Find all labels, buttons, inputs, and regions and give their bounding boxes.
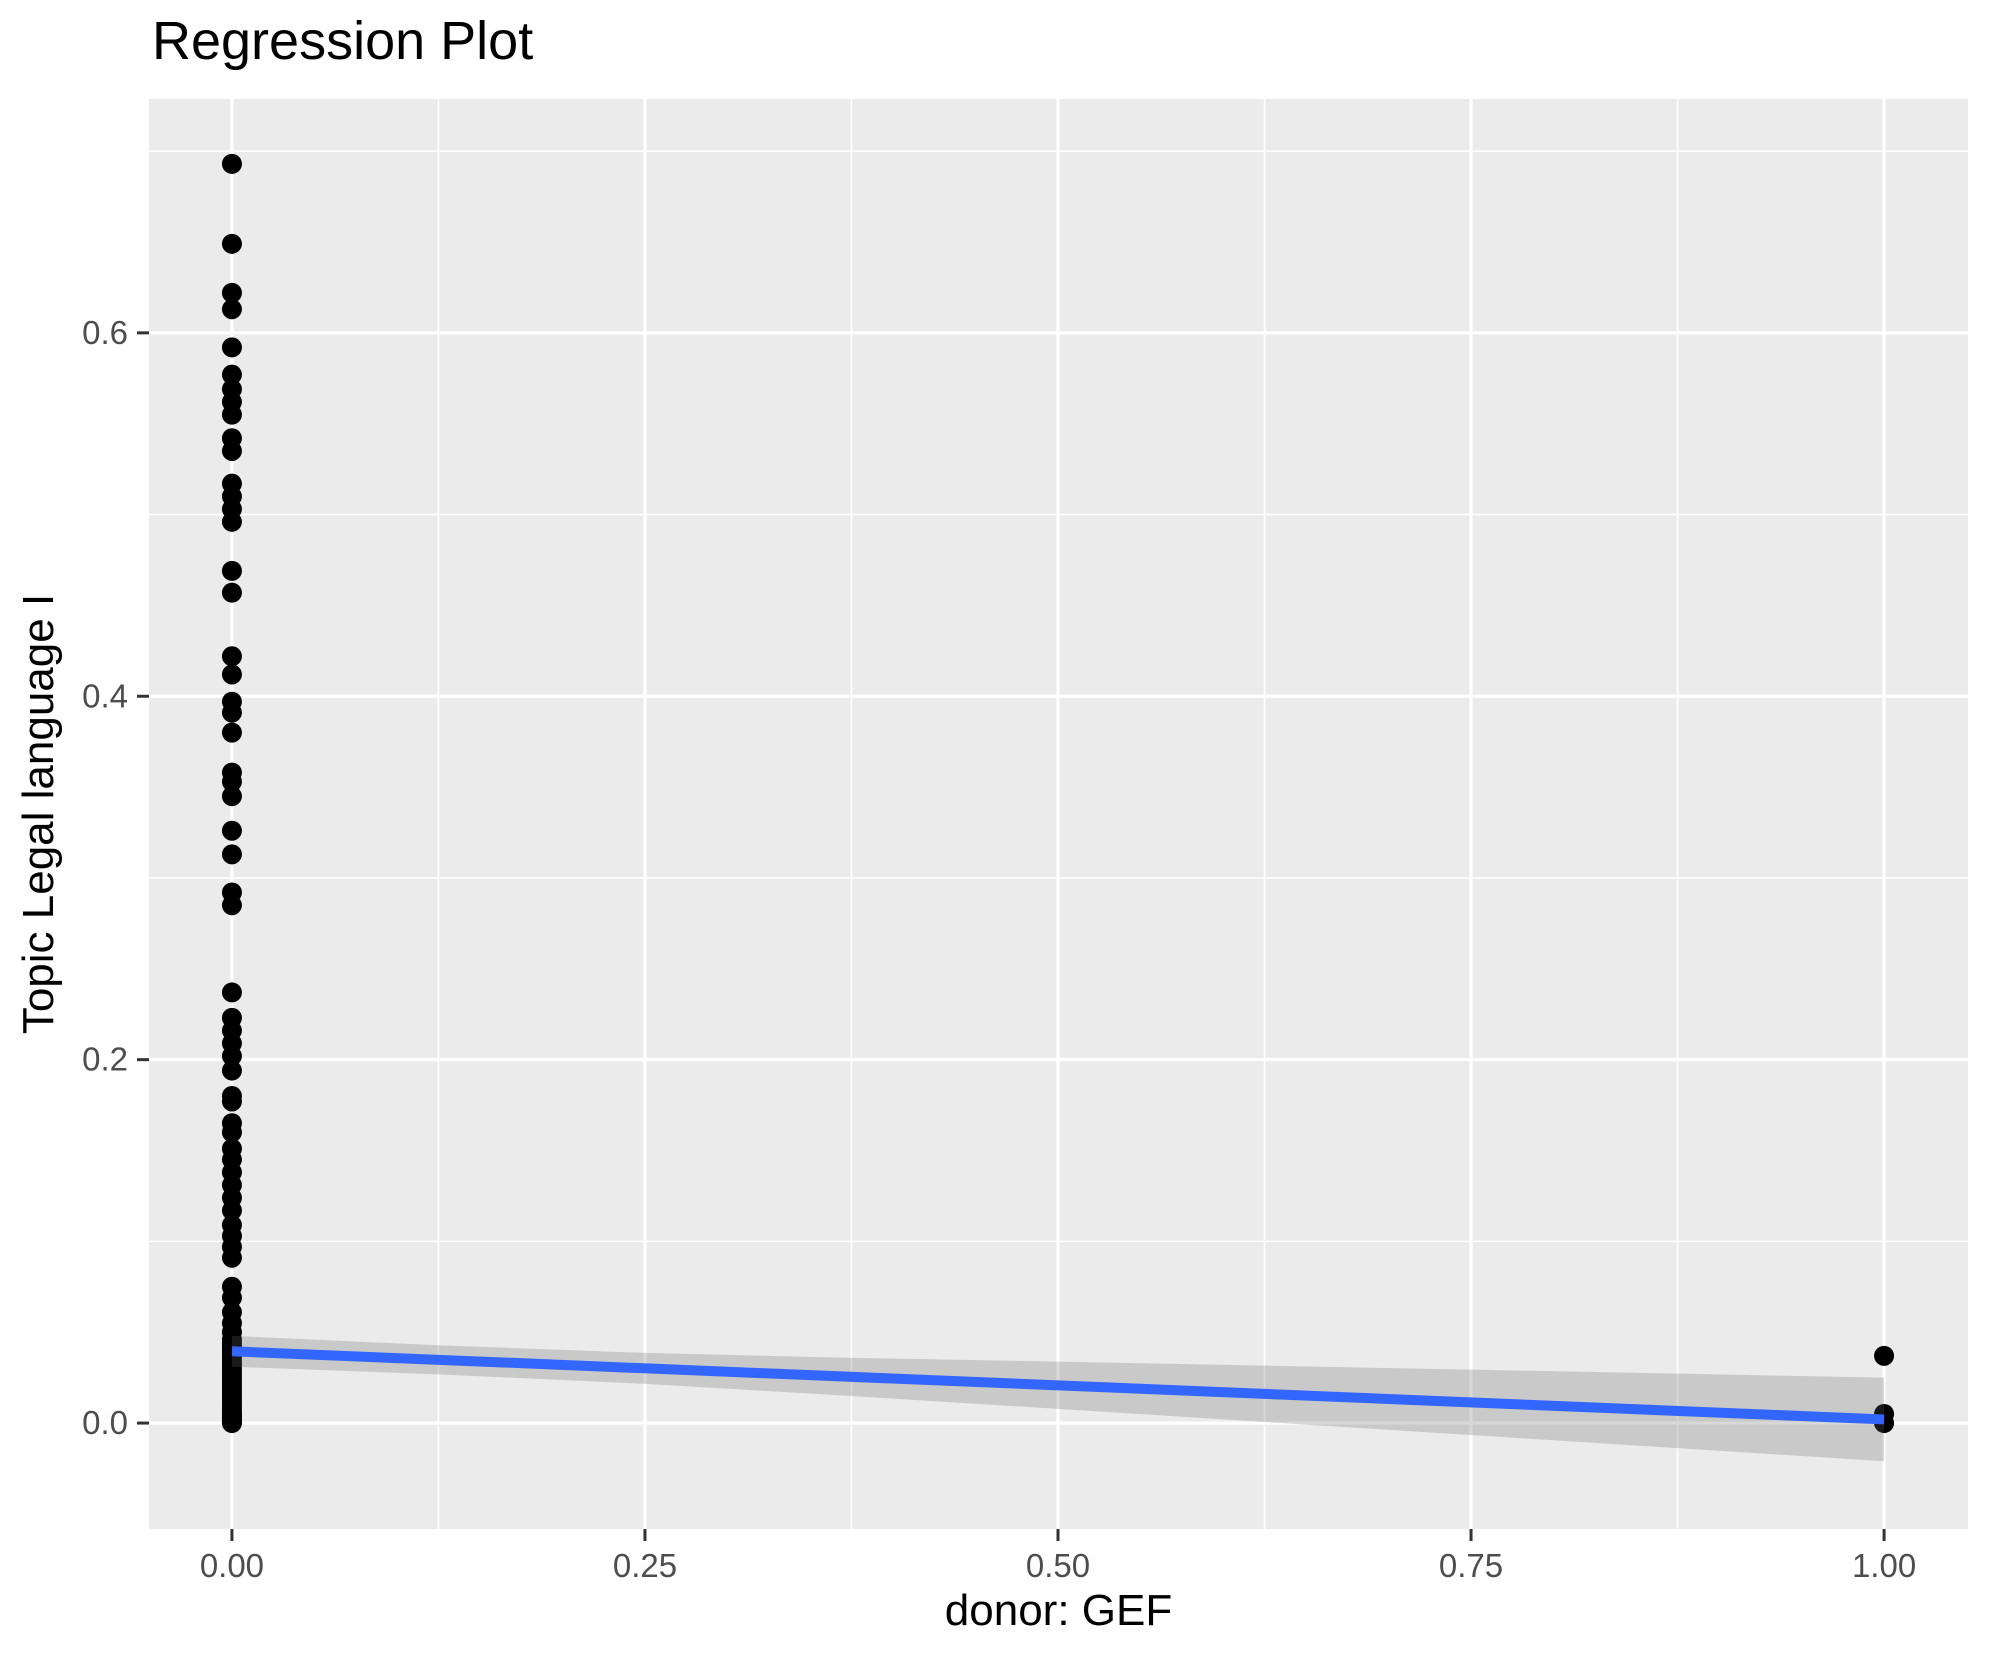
data-point — [221, 646, 242, 667]
data-point — [221, 771, 242, 792]
x-tick-label: 0.00 — [200, 1547, 264, 1584]
y-tick-label: 0.2 — [82, 1041, 128, 1078]
data-point — [221, 1287, 242, 1308]
data-point — [221, 1091, 242, 1112]
data-point — [221, 233, 242, 254]
data-point — [221, 511, 242, 532]
data-point — [221, 786, 242, 807]
plot-title: Regression Plot — [152, 11, 534, 71]
data-point — [221, 702, 242, 723]
data-point — [221, 1060, 242, 1081]
data-point — [221, 440, 242, 461]
x-axis-title: donor: GEF — [944, 1586, 1173, 1635]
data-point — [221, 1046, 242, 1067]
data-point — [221, 844, 242, 865]
data-point — [221, 1122, 242, 1143]
data-point — [221, 299, 242, 320]
regression-line — [231, 1346, 1885, 1425]
data-point — [221, 982, 242, 1003]
x-tick-label: 0.25 — [613, 1547, 677, 1584]
x-tick-label: 1.00 — [1852, 1547, 1916, 1584]
x-tick-label: 0.50 — [1026, 1547, 1090, 1584]
data-point — [221, 1413, 242, 1434]
data-point — [221, 664, 242, 685]
data-point — [221, 1200, 242, 1221]
y-axis-title: Topic Legal language I — [14, 593, 63, 1035]
y-tick-label: 0.6 — [82, 314, 128, 351]
data-point — [1874, 1345, 1895, 1366]
data-point — [221, 722, 242, 743]
data-point — [221, 820, 242, 841]
data-point — [221, 582, 242, 603]
y-tick-label: 0.4 — [82, 677, 128, 714]
data-point — [221, 153, 242, 174]
y-tick-label: 0.0 — [82, 1404, 128, 1441]
data-point — [221, 364, 242, 385]
data-point — [221, 404, 242, 425]
data-point — [221, 560, 242, 581]
data-point — [221, 282, 242, 303]
data-point — [221, 1247, 242, 1268]
data-point — [221, 337, 242, 358]
data-point — [221, 895, 242, 916]
x-tick-label: 0.75 — [1439, 1547, 1503, 1584]
